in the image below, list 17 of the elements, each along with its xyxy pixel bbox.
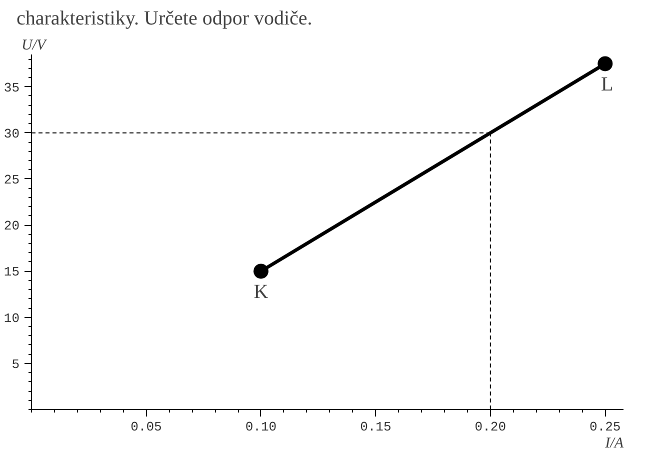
annotation: L bbox=[601, 74, 614, 96]
x-tick-label: 0.10 bbox=[245, 420, 277, 434]
x-axis-title: I/A bbox=[604, 436, 624, 451]
y-tick-label: 30 bbox=[4, 126, 20, 142]
x-tick-label: 0.20 bbox=[474, 420, 506, 434]
y-tick-label: 35 bbox=[4, 80, 20, 96]
chart-title: charakteristiky. Určete odpor vodiče. bbox=[16, 8, 312, 30]
y-tick-label: 5 bbox=[12, 356, 20, 372]
y-tick-label: 25 bbox=[4, 172, 20, 188]
x-tick-label: 0.15 bbox=[360, 420, 392, 434]
y-axis-title: U/V bbox=[22, 38, 48, 54]
x-tick-label: 0.05 bbox=[130, 420, 162, 434]
y-tick-label: 20 bbox=[4, 218, 20, 234]
x-tick-label: 0.25 bbox=[590, 420, 621, 434]
y-tick-label: 10 bbox=[4, 310, 20, 326]
annotation: K bbox=[254, 281, 269, 304]
y-tick-label: 15 bbox=[4, 264, 20, 280]
